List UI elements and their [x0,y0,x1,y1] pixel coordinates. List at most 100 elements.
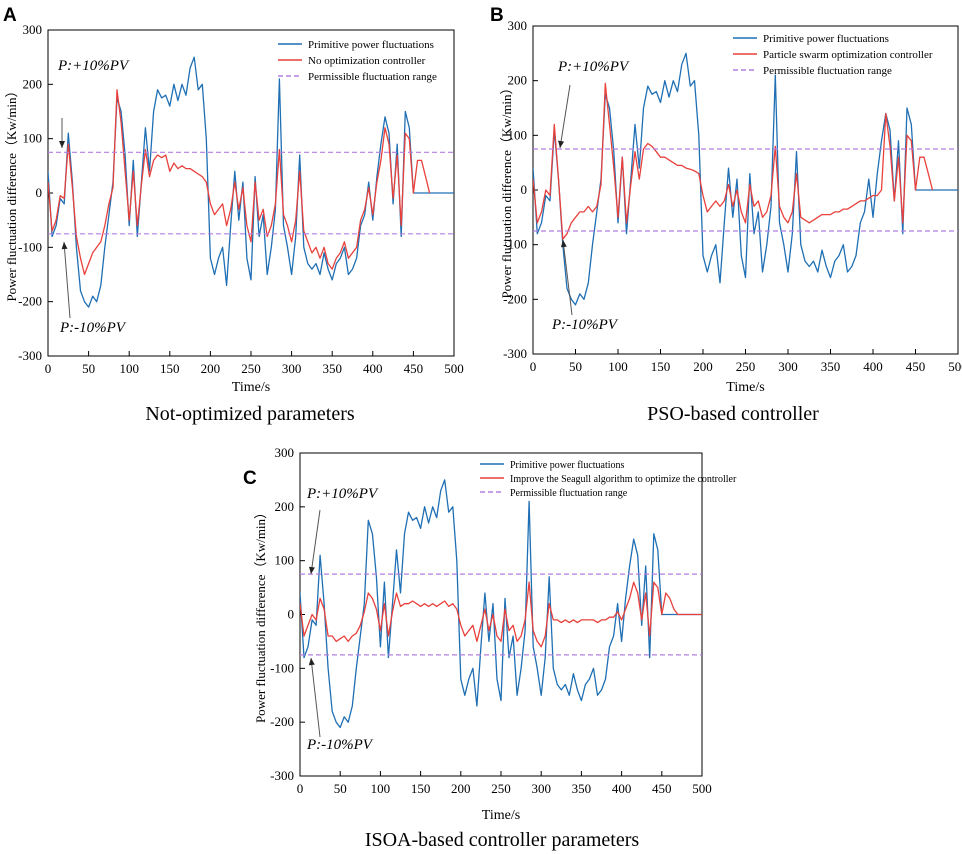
annotation-arrow-line [63,241,71,319]
annotation-label: P:-10%PV [59,320,127,336]
panel-label: A [3,5,17,26]
x-tick-label: 50 [82,361,95,376]
annotation-arrow-head [309,566,315,574]
legend-label: Primitive power fluctuations [510,460,625,471]
legend-label: Primitive power fluctuations [763,33,889,45]
series-group [533,52,958,306]
panel-caption: PSO-based controller [647,403,819,425]
series-line-1 [300,581,702,648]
series-group [300,479,702,729]
x-tick-label: 500 [948,359,962,374]
x-tick-label: 150 [411,781,431,796]
x-axis-label: Time/s [726,380,764,395]
y-tick-label: 200 [23,76,43,91]
annotation-arrow-head [61,242,68,250]
x-tick-label: 100 [371,781,391,796]
panel-label: B [490,5,504,26]
y-tick-label: -300 [503,346,527,361]
annotation-label: P:+10%PV [557,59,630,75]
legend-label: Improve the Seagull algorithm to optimiz… [510,474,737,485]
y-tick-label: 300 [275,445,295,460]
y-tick-label: 300 [23,22,43,37]
y-tick-label: 0 [521,182,528,197]
legend-label: Primitive power fluctuations [308,39,434,51]
legend-label: Permissible fluctuation range [763,65,892,77]
x-tick-label: 200 [451,781,471,796]
series-line-1 [48,89,431,276]
x-tick-label: 50 [334,781,347,796]
x-tick-label: 200 [693,359,713,374]
x-axis-label: Time/s [482,808,520,823]
x-tick-label: 250 [491,781,511,796]
y-tick-label: 100 [275,553,295,568]
x-tick-label: 100 [119,361,139,376]
annotation-arrow-line [562,239,573,316]
panel-c: C ISOA-based controller parameters 0 50 10… [243,445,737,851]
y-tick-label: -200 [18,294,42,309]
series-line-1 [533,82,934,240]
panel-caption: ISOA-based controller parameters [365,829,640,851]
x-tick-label: 200 [201,361,221,376]
y-tick-label: 100 [23,131,43,146]
x-tick-label: 250 [241,361,261,376]
series-group [48,56,454,308]
y-tick-label: 200 [275,499,295,514]
annotation-label: P:+10%PV [306,486,379,502]
x-tick-label: 0 [530,359,537,374]
y-axis-label: Power fluctuation difference（Kw/min） [499,81,514,298]
x-tick-label: 300 [531,781,551,796]
x-tick-label: 150 [160,361,180,376]
y-tick-label: -100 [270,660,294,675]
y-tick-label: -200 [503,291,527,306]
y-tick-label: -300 [18,348,42,363]
y-axis-label: Power fluctuation difference（Kw/min） [253,506,268,723]
legend-label: No optimization controller [308,55,426,67]
annotation-arrow-head [308,658,315,666]
x-tick-label: 400 [863,359,883,374]
x-tick-label: 500 [444,361,464,376]
x-tick-label: 350 [821,359,841,374]
series-line-0 [300,479,702,729]
x-tick-label: 400 [612,781,632,796]
x-tick-label: 150 [651,359,671,374]
annotation-arrow-head [560,240,567,248]
x-tick-label: 400 [363,361,383,376]
y-axis-label: Power fluctuation difference（Kw/min） [4,84,19,301]
annotation-arrow-line [559,84,571,149]
annotation-label: P:-10%PV [551,317,619,333]
y-tick-label: 0 [36,185,43,200]
x-tick-label: 450 [652,781,672,796]
panel-caption: Not-optimized parameters [145,403,355,425]
annotation-arrow-head [59,141,65,148]
x-tick-label: 250 [736,359,756,374]
y-tick-label: -200 [270,714,294,729]
y-tick-label: 200 [508,73,528,88]
x-tick-label: 300 [282,361,302,376]
panel-label: C [243,468,257,489]
x-tick-label: 50 [569,359,582,374]
legend-label: Permissible fluctuation range [308,71,437,83]
x-tick-label: 450 [906,359,926,374]
x-tick-label: 300 [778,359,798,374]
y-tick-label: -300 [270,768,294,783]
x-tick-label: 350 [572,781,592,796]
y-tick-label: -100 [18,239,42,254]
y-tick-label: 0 [288,607,295,622]
x-tick-label: 450 [404,361,424,376]
panel-a: A Not-optimized parameters 0 50 100 150 200 2… [3,5,464,425]
annotation-arrow-head [558,140,565,148]
annotation-label: P:+10%PV [57,58,130,74]
annotation-arrow-line [310,657,321,738]
x-tick-label: 500 [692,781,712,796]
panel-b: B PSO-based controller 0 50 100 150 200 250 30… [490,5,962,425]
y-tick-label: 100 [508,127,528,142]
x-axis-label: Time/s [232,380,270,395]
annotation-label: P:-10%PV [306,737,374,753]
legend-label: Permissible fluctuation range [510,488,628,499]
x-tick-label: 0 [45,361,52,376]
x-tick-label: 100 [608,359,628,374]
y-tick-label: -100 [503,237,527,252]
legend-label: Particle swarm optimization controller [763,49,933,61]
y-tick-label: 300 [508,18,528,33]
